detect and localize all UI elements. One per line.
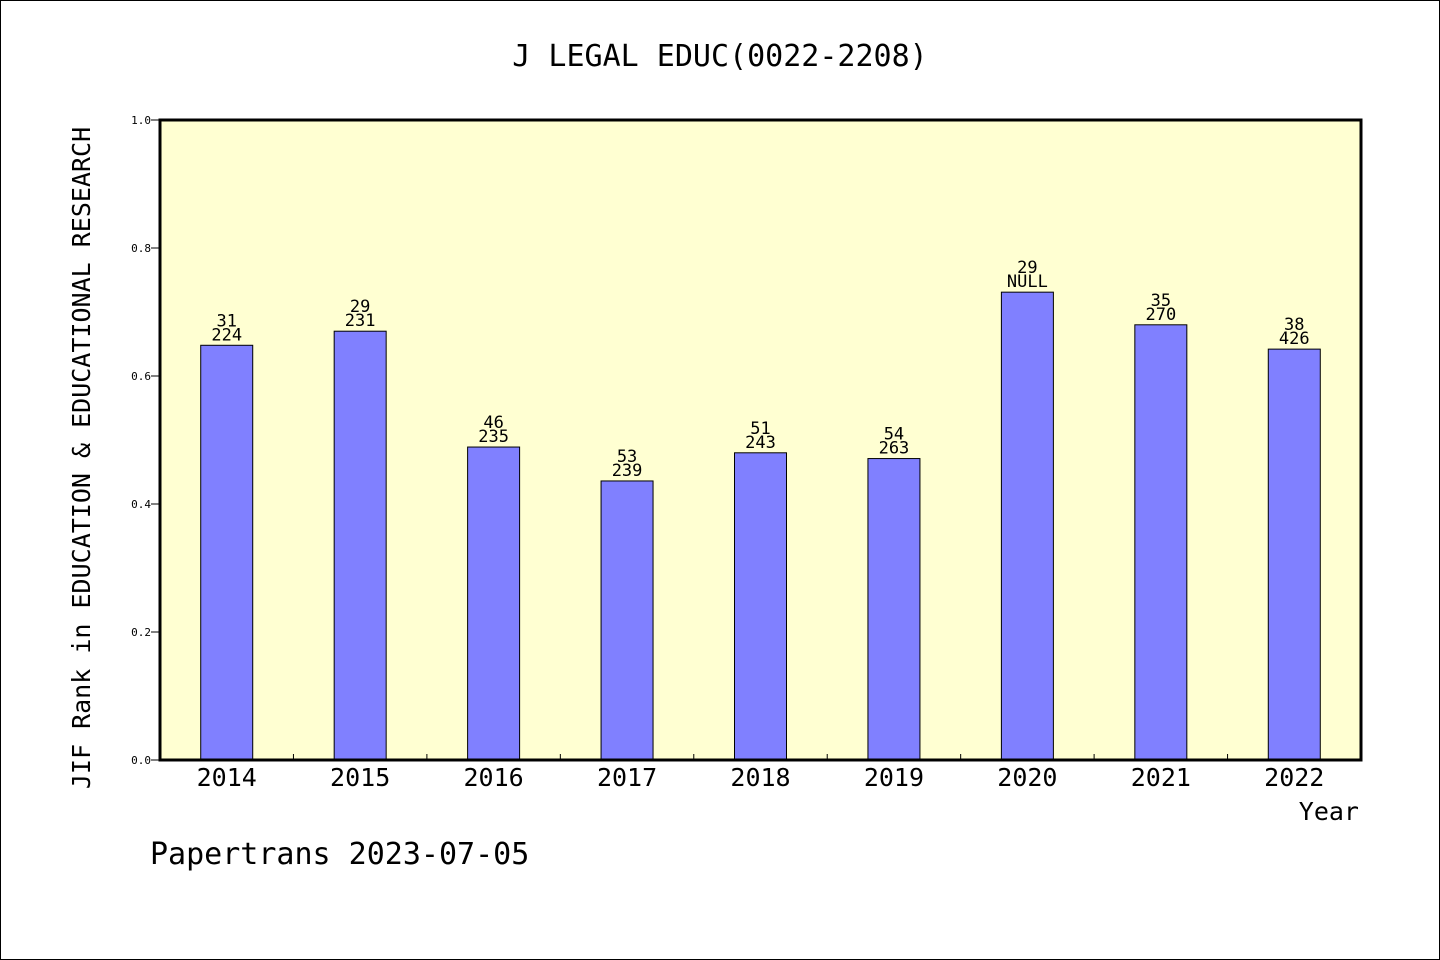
bar-label-top-2022: 38 bbox=[1284, 315, 1304, 335]
bar-2022 bbox=[1267, 348, 1321, 761]
bar-label-top-2021: 35 bbox=[1151, 291, 1171, 311]
x-tick-label-2016: 2016 bbox=[464, 763, 524, 792]
x-tick-label-2015: 2015 bbox=[330, 763, 390, 792]
y-tick-label: 1.0 bbox=[131, 114, 151, 127]
bar-label-top-2017: 53 bbox=[617, 447, 637, 467]
x-tick-label-2014: 2014 bbox=[197, 763, 257, 792]
bar-label-top-2019: 54 bbox=[884, 425, 904, 445]
y-tick-label: 0.4 bbox=[131, 498, 151, 511]
x-tick-label-2018: 2018 bbox=[730, 763, 790, 792]
bar-2021 bbox=[1134, 324, 1188, 761]
bar-2016 bbox=[467, 446, 521, 761]
bar-label-bottom-2015: 231 bbox=[345, 311, 376, 331]
bar-2015 bbox=[333, 330, 387, 761]
bar-2014 bbox=[200, 344, 254, 761]
x-tick-label-2021: 2021 bbox=[1131, 763, 1191, 792]
bar-2019 bbox=[867, 458, 921, 761]
bar-label-bottom-2014: 224 bbox=[211, 325, 242, 345]
footer-credit: Papertrans 2023-07-05 bbox=[150, 837, 529, 872]
bar-label-bottom-2021: 270 bbox=[1145, 305, 1176, 325]
bar-2017 bbox=[600, 480, 654, 761]
y-axis-label: JIF Rank in EDUCATION & EDUCATIONAL RESE… bbox=[67, 127, 96, 789]
x-axis-label: Year bbox=[1299, 797, 1359, 826]
chart-title: J LEGAL EDUC(0022-2208) bbox=[512, 39, 927, 74]
bar-label-bottom-2020: NULL bbox=[1007, 272, 1048, 292]
x-tick-label-2022: 2022 bbox=[1264, 763, 1324, 792]
bar-label-top-2020: 29 bbox=[1017, 258, 1037, 278]
bar-label-bottom-2017: 239 bbox=[612, 461, 643, 481]
bar-label-top-2016: 46 bbox=[483, 413, 503, 433]
bars-group bbox=[200, 291, 1321, 761]
bar-label-top-2015: 29 bbox=[350, 297, 370, 317]
bar-label-top-2018: 51 bbox=[750, 419, 770, 439]
bar-label-top-2014: 31 bbox=[216, 311, 236, 331]
x-tick-label-2020: 2020 bbox=[997, 763, 1057, 792]
y-tick-label: 0.0 bbox=[131, 754, 151, 767]
plot-border bbox=[158, 118, 1363, 762]
y-tick-label: 0.8 bbox=[131, 242, 151, 255]
bar-2020 bbox=[1000, 291, 1054, 761]
bar-2018 bbox=[734, 452, 787, 761]
x-tick-label-2017: 2017 bbox=[597, 763, 657, 792]
bar-label-bottom-2016: 235 bbox=[478, 427, 509, 447]
y-tick-label: 0.6 bbox=[131, 370, 151, 383]
x-axis: 2014 2015 2016 2017 2018 2019 2020 2021 2022 bbox=[197, 754, 1324, 792]
bar-label-bottom-2018: 243 bbox=[745, 433, 776, 453]
y-tick-label: 0.2 bbox=[131, 626, 151, 639]
bar-label-bottom-2022: 426 bbox=[1279, 329, 1310, 349]
x-tick-label-2019: 2019 bbox=[864, 763, 924, 792]
y-axis: 0.0 0.2 0.4 0.6 0.8 1.0 bbox=[131, 114, 160, 767]
bar-label-bottom-2019: 263 bbox=[879, 439, 910, 459]
